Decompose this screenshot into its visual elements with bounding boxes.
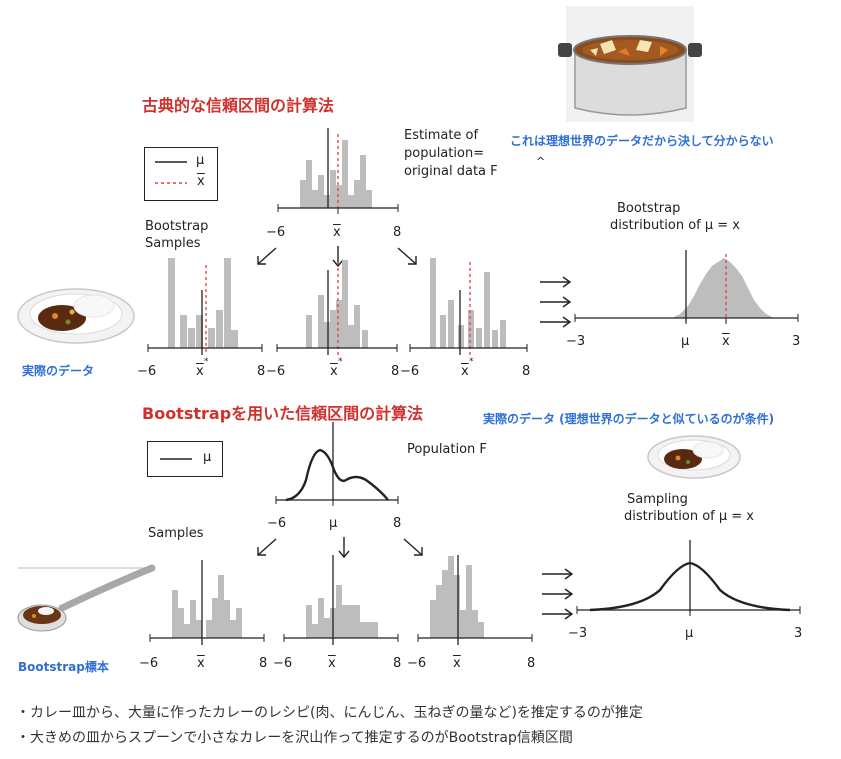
population-label: Population F xyxy=(407,442,487,457)
sample1-tick-right: 8 xyxy=(257,364,266,379)
sample3-tick-mid: x xyxy=(461,364,469,379)
pop-tick-right: 8 xyxy=(393,516,402,531)
bootstrap-dist-label-line2: distribution of μ = x xyxy=(610,218,740,233)
sample2-star: * xyxy=(338,357,343,367)
sampling-dist-tick-mu: μ xyxy=(685,626,694,641)
sampling-dist-tick-right: 3 xyxy=(794,626,803,641)
sample3-tick-right: 8 xyxy=(522,364,531,379)
legend-mu-label-bottom: μ xyxy=(203,450,212,465)
note-estimation: ・カレー皿から、大量に作ったカレーのレシピ(肉、にんじん、玉ねぎの量など)を推定… xyxy=(16,705,643,721)
legend-box xyxy=(144,147,218,201)
pop-tick-left: −6 xyxy=(267,516,287,531)
bottom-sample1-tick-mid: x xyxy=(197,656,205,671)
bottom-sample3-tick-right: 8 xyxy=(527,656,536,671)
bootstrap-dist-tick-xbar: x xyxy=(722,334,730,349)
plate-note: 実際のデータ (理想世界のデータと似ているのが条件) xyxy=(483,412,775,426)
sample1-tick-mid: x xyxy=(196,364,204,379)
sample2-tick-right: 8 xyxy=(391,364,400,379)
original-tick-mid: x xyxy=(333,225,341,240)
original-tick-left: −6 xyxy=(266,225,286,240)
bootstrap-samples-label-line2: Samples xyxy=(145,236,201,251)
legend-xbar-label: x xyxy=(197,174,205,189)
sample2-tick-left: −6 xyxy=(266,364,286,379)
legend-box-bottom xyxy=(147,441,223,477)
bottom-sample3-tick-mid: x xyxy=(453,656,461,671)
bottom-sample2-tick-right: 8 xyxy=(393,656,402,671)
original-data-bars xyxy=(300,140,372,208)
sample1-tick-left: −6 xyxy=(137,364,157,379)
sampling-dist-tick-left: −3 xyxy=(568,626,588,641)
bootstrap-dist-tick-right: 3 xyxy=(792,334,801,349)
estimate-label-line1: Estimate of xyxy=(404,128,479,143)
estimate-label-line2: population= xyxy=(404,146,485,161)
spoon-label: Bootstrap標本 xyxy=(18,660,109,674)
bootstrap-sample-3-bars xyxy=(430,258,506,348)
bootstrap-ci-title: Bootstrapを用いた信頼区間の計算法 xyxy=(142,404,424,423)
bootstrap-dist-tick-left: −3 xyxy=(566,334,586,349)
bottom-sample2-tick-mid: x xyxy=(328,656,336,671)
bottom-sample3-tick-left: −6 xyxy=(407,656,427,671)
sample-1-bars xyxy=(172,575,242,638)
sample3-tick-left: −6 xyxy=(400,364,420,379)
sample-3-bars xyxy=(430,556,484,638)
bottom-sample1-tick-right: 8 xyxy=(259,656,268,671)
legend-mu-label: μ xyxy=(196,153,205,168)
original-tick-right: 8 xyxy=(393,225,402,240)
sample3-star: * xyxy=(469,357,474,367)
estimate-label-line3: original data F xyxy=(404,164,498,179)
bootstrap-dist-label-line1: Bootstrap xyxy=(617,201,681,216)
plate-label: 実際のデータ xyxy=(22,364,95,378)
f-hat-mark: ^ xyxy=(536,155,546,168)
pot-note: これは理想世界のデータだから決して分からない xyxy=(510,134,774,148)
samples-label: Samples xyxy=(148,526,204,541)
sampling-dist-label-line2: distribution of μ = x xyxy=(624,509,754,524)
bootstrap-sample-1-bars xyxy=(168,258,238,348)
sampling-dist-label-line1: Sampling xyxy=(627,492,688,507)
bottom-sample2-tick-left: −6 xyxy=(273,656,293,671)
note-bootstrap: ・大きめの皿からスプーンで小さなカレーを沢山作って推定するのがBootstrap… xyxy=(16,730,573,746)
pop-tick-mid: μ xyxy=(329,516,338,531)
sample2-tick-mid: x xyxy=(330,364,338,379)
classic-ci-title: 古典的な信頼区間の計算法 xyxy=(142,96,335,115)
bootstrap-samples-label-line1: Bootstrap xyxy=(145,219,209,234)
sample1-star: * xyxy=(204,357,209,367)
bootstrap-sample-2-bars xyxy=(306,260,368,348)
bottom-sample1-tick-left: −6 xyxy=(139,656,159,671)
sample-2-bars xyxy=(306,585,378,638)
bootstrap-dist-tick-mu: μ xyxy=(681,334,690,349)
